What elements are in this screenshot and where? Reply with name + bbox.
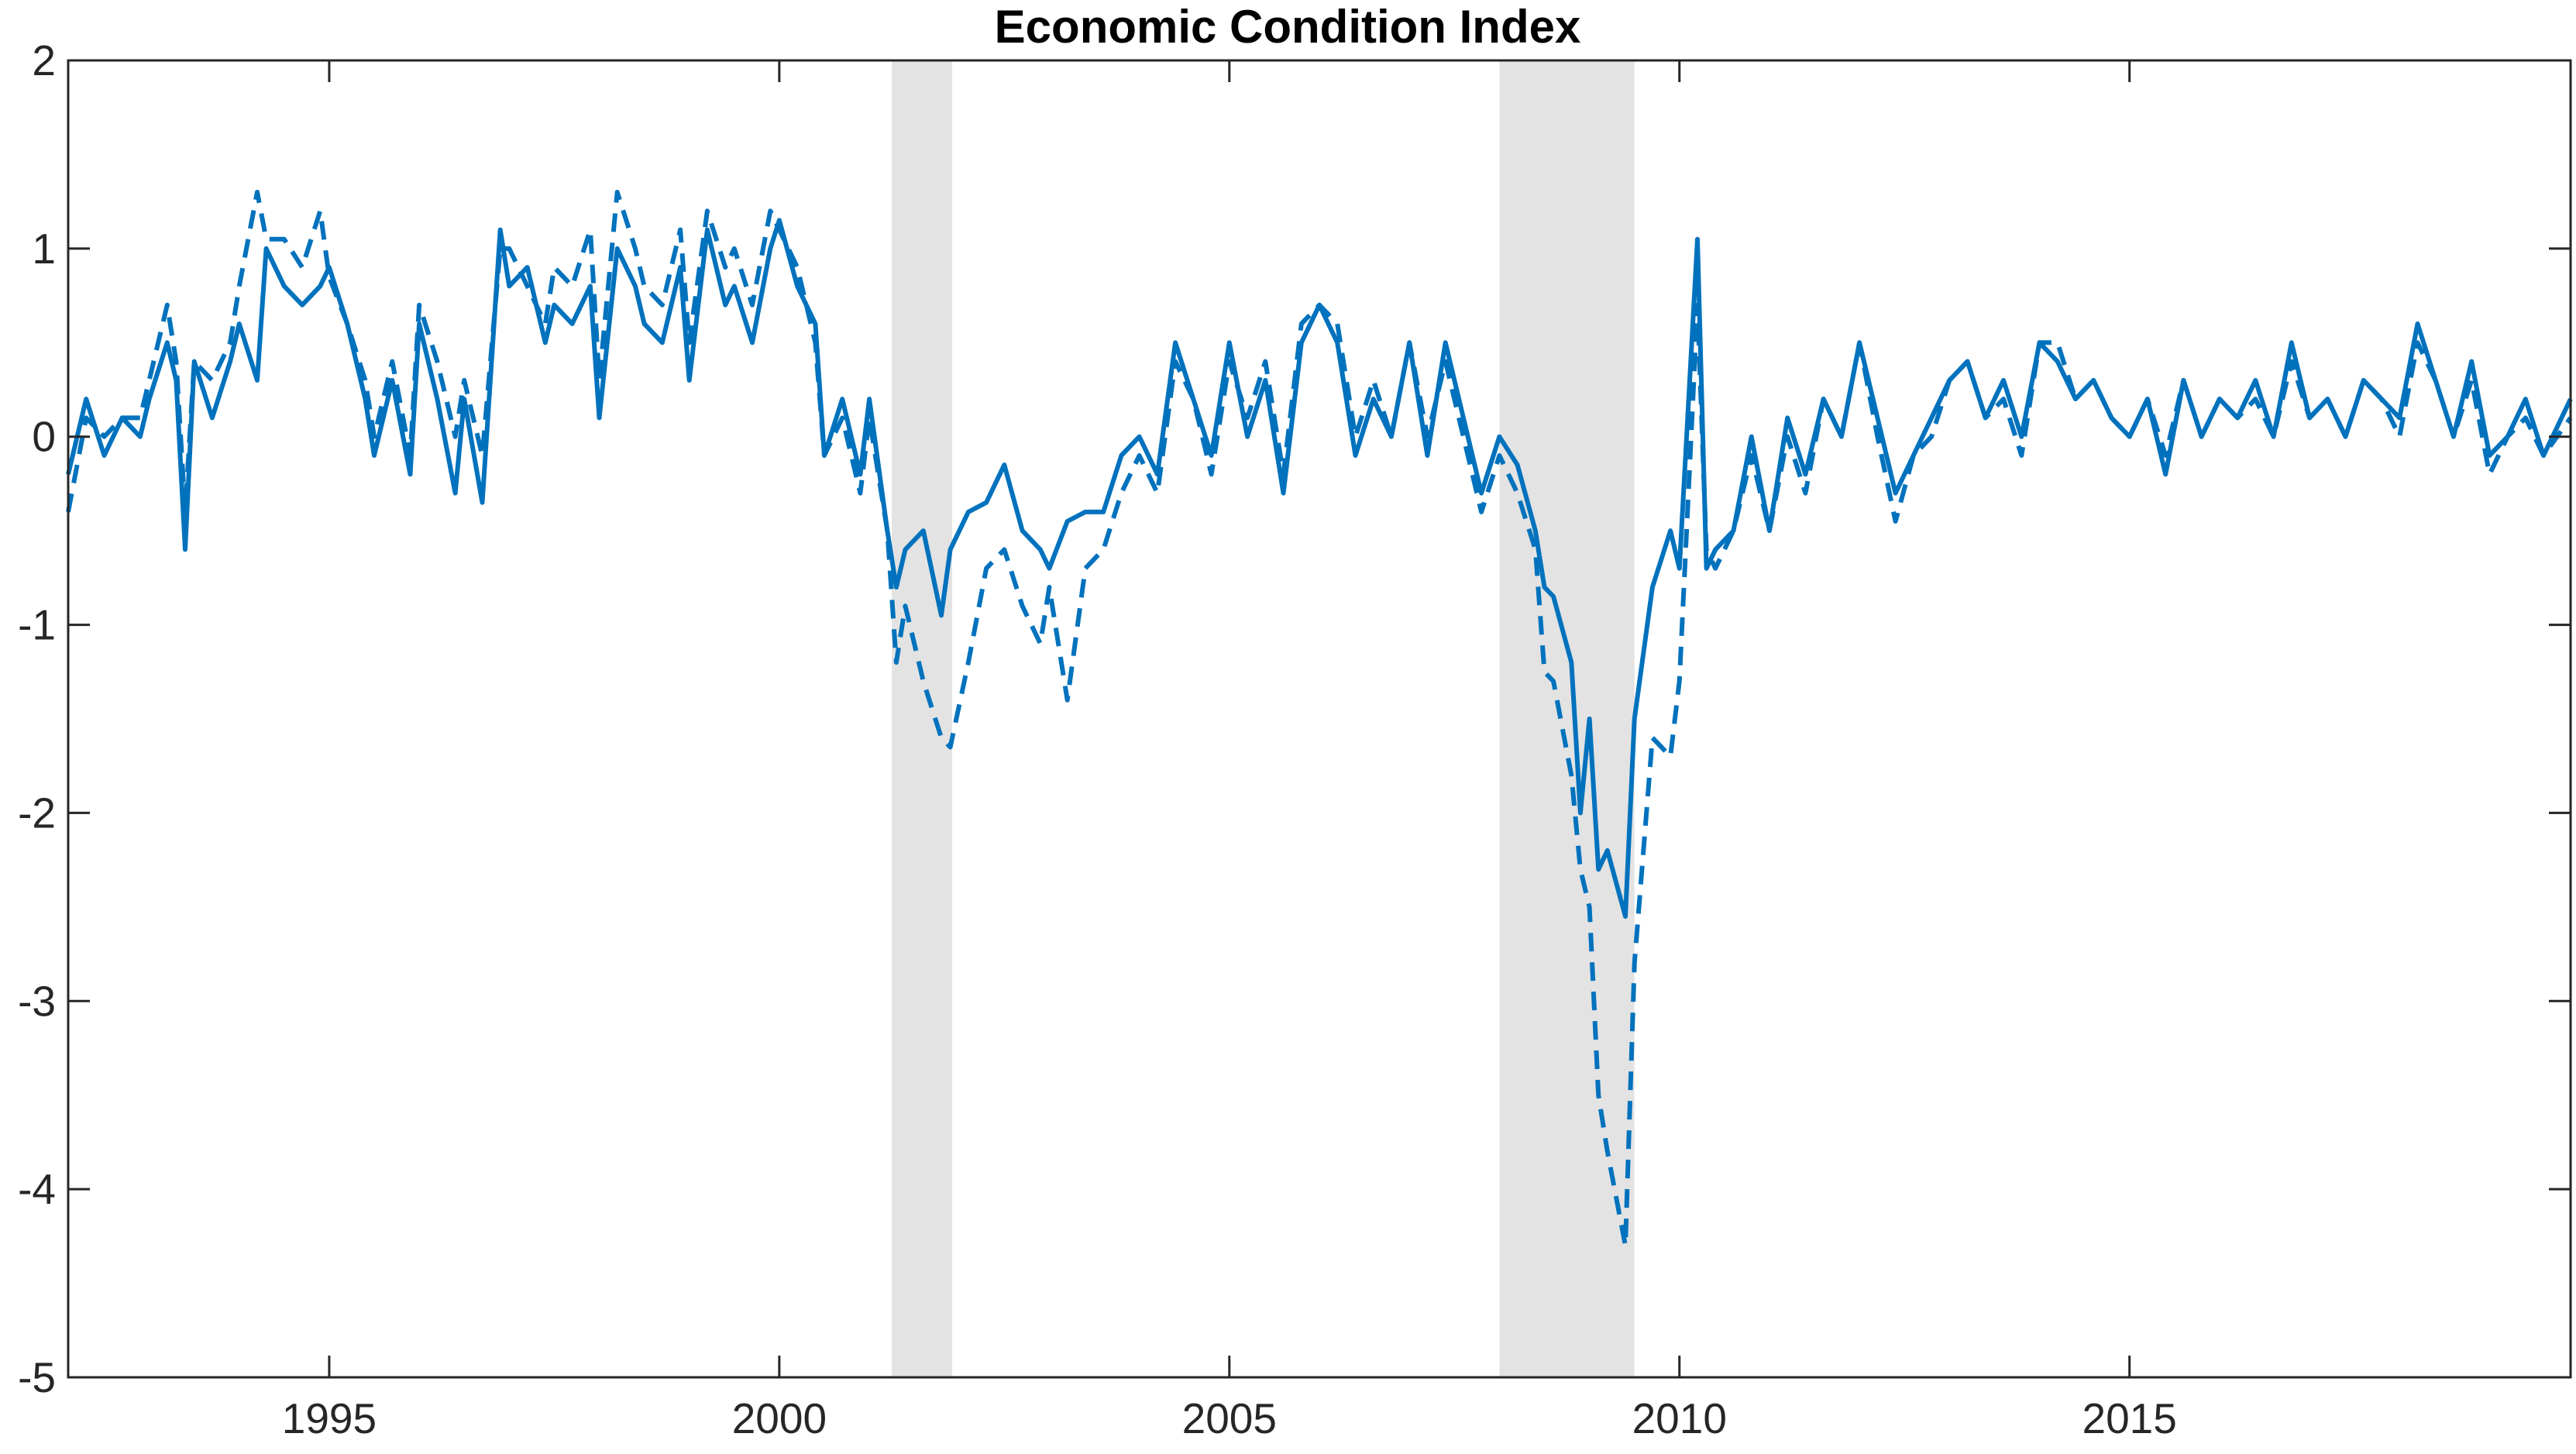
y-tick-label: -3: [18, 977, 56, 1025]
y-tick-label: 1: [32, 225, 56, 273]
y-tick-label: 2: [32, 36, 56, 84]
recession-band-2: [1499, 60, 1635, 1377]
x-tick-label: 2005: [1182, 1394, 1277, 1442]
x-tick-label: 2000: [732, 1394, 827, 1442]
x-tick-label: 2010: [1632, 1394, 1727, 1442]
y-tick-label: 0: [32, 413, 56, 461]
x-tick-label: 2015: [2082, 1394, 2177, 1442]
ticks-layer: 1995 2000 2005 2010 2015 2 1 0 -1 -2 -3 -4 -5: [18, 36, 2571, 1442]
axes-frame: [67, 59, 2572, 1379]
series-layer: [66, 190, 2573, 1248]
x-tick-label: 1995: [282, 1394, 377, 1442]
y-tick-label: -4: [18, 1165, 56, 1213]
y-tick-label: -2: [18, 789, 56, 837]
chart-title: Economic Condition Index: [995, 1, 1581, 53]
axes-layer: [67, 59, 2572, 1379]
y-tick-label: -5: [18, 1353, 56, 1401]
y-tick-label: -1: [18, 601, 56, 649]
recession-band-1: [892, 60, 952, 1377]
series-line-dashed: [66, 190, 2573, 1248]
recession-bands: [892, 60, 1635, 1377]
series-line-solid: [66, 218, 2573, 919]
